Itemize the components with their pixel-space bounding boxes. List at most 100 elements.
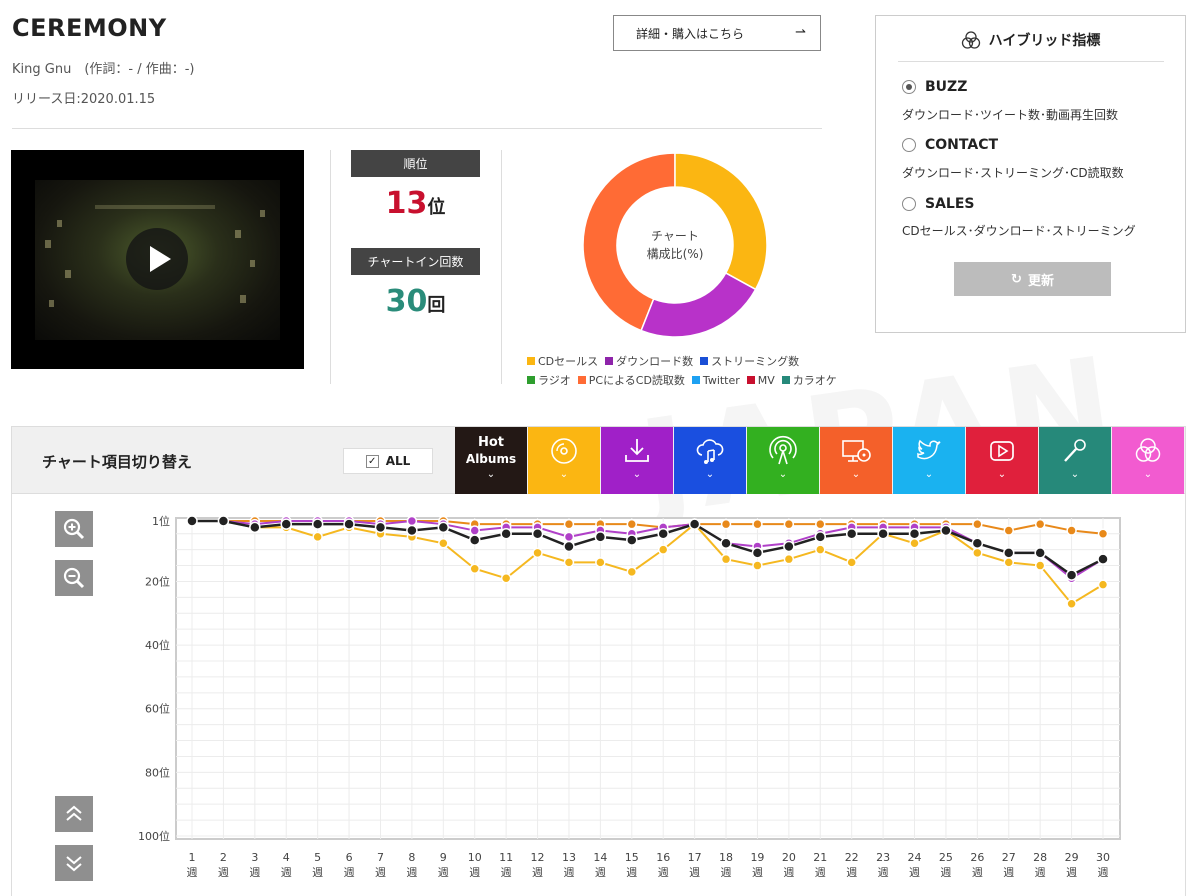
series-point — [469, 563, 480, 574]
x-tick-label: 10 — [468, 851, 482, 864]
rank-label: 順位 — [351, 150, 480, 177]
radio-buzz[interactable]: BUZZ — [902, 79, 967, 95]
scroll-top-button[interactable] — [55, 796, 93, 832]
x-tick-suffix: 週 — [972, 866, 983, 879]
series-point — [563, 531, 575, 543]
legend-label: MV — [757, 374, 775, 387]
tab-line1: Hot — [477, 435, 505, 450]
donut-slice-1 — [640, 271, 757, 338]
refresh-button[interactable]: ↻ 更新 — [954, 262, 1111, 296]
radio-icon[interactable] — [902, 138, 916, 152]
radio-icon[interactable] — [902, 197, 916, 211]
tab-pc-read[interactable]: ⌄ — [820, 427, 892, 494]
series-point — [752, 560, 763, 571]
series-point — [594, 531, 607, 543]
series-point — [531, 527, 544, 540]
x-tick-suffix: 週 — [563, 866, 574, 879]
tab-hot-albums[interactable]: Hot Albums ⌄ — [455, 427, 527, 494]
chevron-down-icon: ⌄ — [632, 469, 642, 480]
x-tick-suffix: 週 — [501, 866, 512, 879]
scroll-bottom-button[interactable] — [55, 845, 93, 881]
x-tick-suffix: 週 — [846, 866, 857, 879]
radio-sales[interactable]: SALES — [902, 196, 975, 212]
x-tick-suffix: 週 — [940, 866, 951, 879]
tab-download[interactable]: ⌄ — [601, 427, 673, 494]
x-tick-label: 19 — [750, 851, 764, 864]
series-point — [845, 527, 858, 540]
chevron-down-icon: ⌄ — [778, 469, 788, 480]
legend-item: ダウンロード数 — [605, 352, 693, 371]
series-point — [783, 540, 795, 553]
donut-chart: チャート 構成比(%) — [582, 152, 768, 338]
zoom-out-button[interactable] — [55, 560, 93, 596]
disc-icon — [551, 438, 577, 464]
legend-swatch — [605, 357, 614, 365]
divider — [12, 128, 822, 129]
x-tick-label: 21 — [813, 851, 827, 864]
x-tick-label: 16 — [656, 851, 670, 864]
tab-streaming[interactable]: ⌄ — [674, 427, 746, 494]
x-tick-label: 26 — [970, 851, 984, 864]
radio-contact[interactable]: CONTACT — [902, 137, 998, 153]
tab-karaoke[interactable]: ⌄ — [1039, 427, 1111, 494]
series-point — [1034, 547, 1046, 559]
x-tick-label: 30 — [1096, 851, 1110, 864]
zoom-in-button[interactable] — [55, 511, 93, 547]
rank-value: 13位 — [351, 186, 480, 221]
donut-center-line2: 構成比(%) — [647, 247, 704, 261]
divider — [898, 61, 1164, 62]
hybrid-title-text: ハイブリッド指標 — [988, 33, 1101, 49]
series-line — [192, 520, 1104, 606]
series-point — [217, 515, 230, 527]
series-point — [688, 518, 701, 530]
radio-icon — [769, 435, 797, 465]
chart-area — [11, 494, 1186, 896]
x-tick-suffix: 週 — [187, 866, 198, 879]
tab-cd-sales[interactable]: ⌄ — [528, 427, 600, 494]
series-point — [532, 547, 543, 559]
tab-radio[interactable]: ⌄ — [747, 427, 819, 494]
buzz-desc: ダウンロード･ツイート数･動画再生回数 — [902, 108, 1119, 122]
video-player[interactable] — [11, 150, 304, 369]
detail-purchase-button[interactable]: 詳細・購入はこちら ⇀ — [613, 15, 821, 51]
tab-mv[interactable]: ⌄ — [966, 427, 1038, 494]
sales-desc: CDセールス･ダウンロード･ストリーミング — [902, 224, 1136, 238]
download-icon — [625, 439, 649, 462]
x-tick-suffix: 週 — [721, 866, 732, 879]
tab-hybrid[interactable]: ⌄ — [1112, 427, 1184, 494]
series-point — [626, 518, 638, 530]
check-icon[interactable]: ✓ — [365, 454, 379, 468]
legend-label: PCによるCD読取数 — [588, 374, 685, 387]
double-chevron-up-icon — [66, 805, 82, 821]
series-point — [626, 534, 638, 546]
series-point — [783, 518, 795, 530]
radio-icon[interactable] — [902, 80, 916, 94]
legend-item: PCによるCD読取数 — [577, 371, 685, 390]
zoom-in-icon — [63, 518, 85, 540]
legend-label: カラオケ — [792, 374, 837, 387]
series-point — [908, 527, 921, 540]
all-checkbox[interactable]: ✓ ALL — [343, 448, 433, 474]
chevron-down-icon: ⌄ — [486, 469, 496, 480]
chartin-number: 30 — [385, 284, 428, 319]
x-tick-suffix: 週 — [689, 866, 700, 879]
series-point — [626, 566, 638, 578]
tab-twitter[interactable]: ⌄ — [893, 427, 965, 494]
legend-swatch — [700, 357, 709, 365]
x-tick-suffix: 週 — [752, 866, 763, 879]
y-tick-label: 20位 — [145, 574, 170, 588]
divider — [330, 150, 331, 384]
chevron-down-icon: ⌄ — [1070, 469, 1080, 480]
series-point — [312, 531, 323, 543]
chart-switch-label: チャート項目切り替え — [42, 453, 192, 471]
x-tick-suffix: 週 — [783, 866, 794, 879]
play-icon[interactable] — [126, 228, 188, 290]
x-tick-suffix: 週 — [406, 866, 417, 879]
x-tick-label: 22 — [845, 851, 859, 864]
series-point — [751, 547, 764, 559]
x-tick-label: 1 — [189, 851, 196, 864]
tab-hot-albums-label: Hot Albums — [466, 435, 516, 467]
hybrid-index-panel: ハイブリッド指標 BUZZ ダウンロード･ツイート数･動画再生回数 CONTAC… — [875, 15, 1186, 333]
x-tick-label: 15 — [625, 851, 639, 864]
